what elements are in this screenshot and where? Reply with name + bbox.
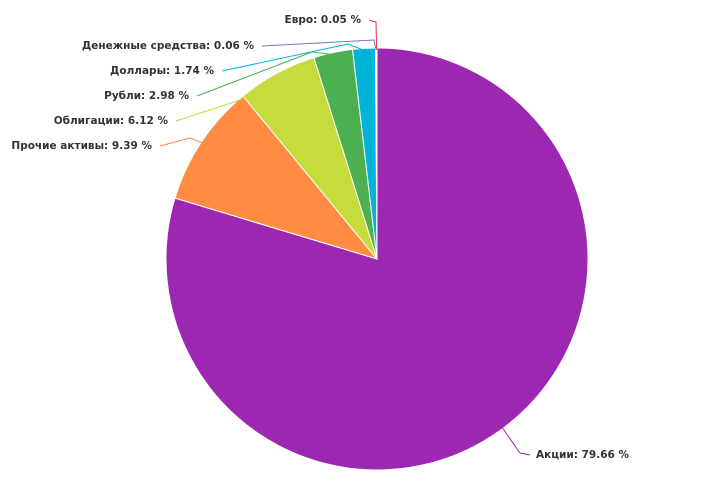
leader-line [501, 426, 531, 456]
leader-line [175, 74, 278, 122]
leader-line [368, 19, 378, 51]
data-label: Доллары: 1.74 % [110, 65, 214, 77]
data-label: Денежные средства: 0.06 % [82, 40, 255, 52]
data-label: Акции: 79.66 % [536, 449, 629, 461]
data-label: Рубли: 2.98 % [104, 90, 189, 102]
pie-slice [375, 47, 378, 260]
data-label: Прочие активы: 9.39 % [11, 140, 152, 152]
leader-line [159, 137, 204, 147]
data-label: Облигации: 6.12 % [54, 115, 169, 127]
leader-line [261, 39, 377, 51]
data-label: Евро: 0.05 % [285, 14, 362, 26]
leader-line [221, 43, 365, 72]
